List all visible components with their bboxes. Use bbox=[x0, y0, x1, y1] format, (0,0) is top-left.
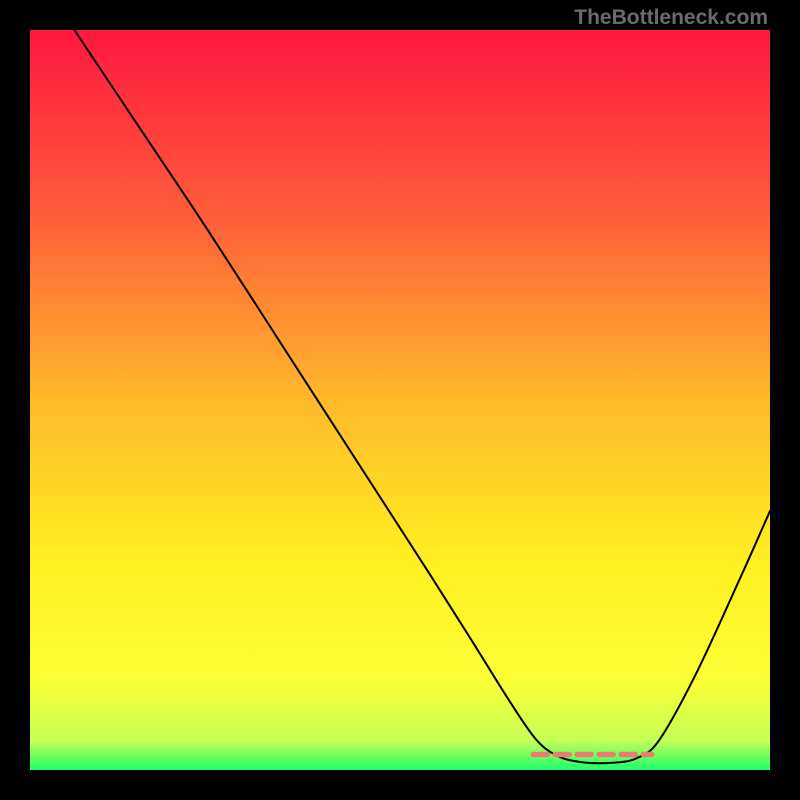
bottleneck-curve bbox=[74, 30, 770, 763]
watermark: TheBottleneck.com bbox=[574, 6, 768, 30]
plot-overlay bbox=[30, 30, 770, 770]
plot-area bbox=[30, 30, 770, 770]
chart-frame: TheBottleneck.com bbox=[0, 0, 800, 800]
